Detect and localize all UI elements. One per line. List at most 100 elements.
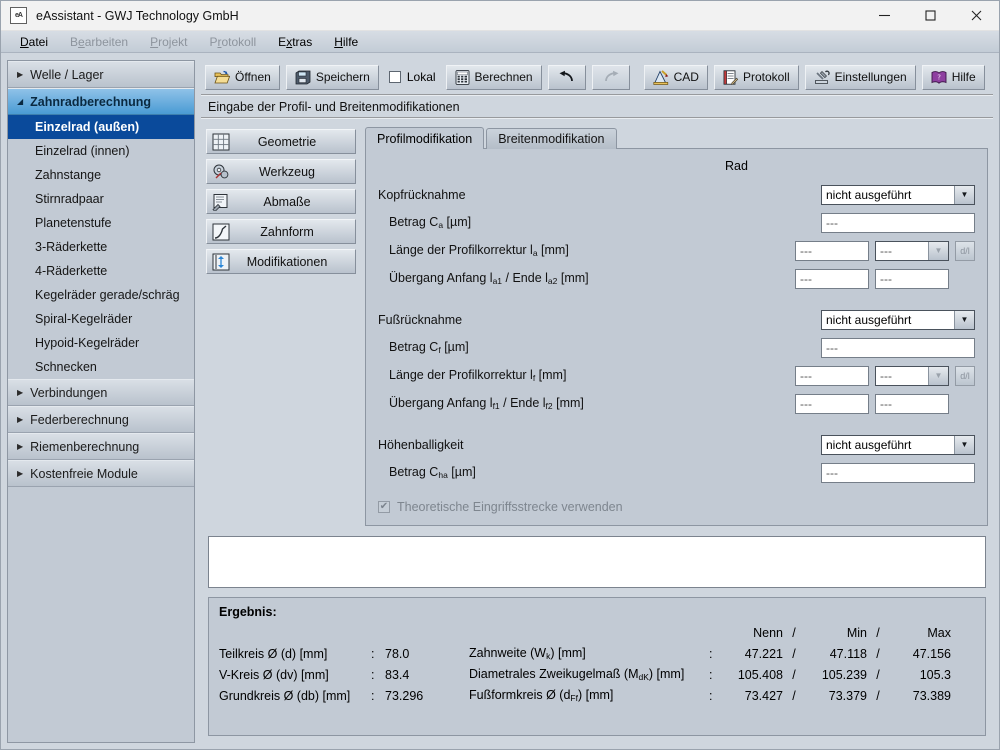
uebergang-a-start-input[interactable]: --- (795, 268, 869, 289)
nav-zahnform[interactable]: Zahnform (206, 219, 356, 244)
laenge-la-unit-select[interactable]: --- ▼ (875, 240, 949, 261)
betrag-cf-input[interactable]: --- (821, 337, 975, 358)
result-label: Fußformkreis Ø (dFf) [mm] (469, 688, 614, 703)
help-button-label: Hilfe (951, 70, 976, 84)
result-label: Zahnweite (Wk) [mm] (469, 646, 586, 661)
tooth-profile-icon (212, 223, 230, 241)
kopfruecknahme-select[interactable]: nicht ausgeführt ▼ (821, 184, 975, 205)
fussruecknahme-select[interactable]: nicht ausgeführt ▼ (821, 309, 975, 330)
menu-projekt[interactable]: Projekt (150, 34, 188, 49)
sidebar-item-planetenstufe[interactable]: Planetenstufe (8, 211, 194, 235)
local-checkbox[interactable]: Lokal (388, 70, 436, 84)
sidebar-item-kegelraeder[interactable]: Kegelräder gerade/schräg (8, 283, 194, 307)
gear-tool-icon (212, 163, 230, 181)
results-header-row: Nenn / Min / Max (469, 623, 975, 643)
calculate-button[interactable]: Berechnen (445, 64, 542, 90)
result-max: 47.156 (912, 646, 951, 661)
sidebar-item-label: Stirnradpaar (35, 192, 104, 206)
redo-button[interactable] (591, 64, 630, 90)
menu-protokoll[interactable]: Protokoll (209, 34, 257, 49)
betrag-ca-label: Betrag Ca [µm] (389, 215, 472, 230)
result-nenn: 73.427 (744, 688, 783, 703)
nav-werkzeug[interactable]: Werkzeug (206, 159, 356, 184)
row-betrag-cf: Betrag Cf [µm] --- (378, 335, 975, 360)
sidebar: ▶ Welle / Lager ◢ Zahnradberechnung Einz… (7, 60, 195, 743)
sidebar-item-hypoid-kegelraeder[interactable]: Hypoid-Kegelräder (8, 331, 194, 355)
hoehenballigkeit-value: nicht ausgeführt (826, 437, 912, 452)
sidebar-group-riemenberechnung[interactable]: ▶ Riemenberechnung (8, 433, 194, 460)
sidebar-item-zahnstange[interactable]: Zahnstange (8, 163, 194, 187)
section-subtitle: Eingabe der Profil- und Breitenmodifikat… (201, 96, 993, 119)
sidebar-group-zahnradberechnung[interactable]: ◢ Zahnradberechnung (8, 88, 194, 115)
open-button-label: Öffnen (235, 70, 271, 84)
nav-abmasse[interactable]: Abmaße (206, 189, 356, 214)
sidebar-group-label: Verbindungen (30, 385, 108, 400)
laenge-la-input[interactable]: --- (795, 240, 869, 261)
open-button[interactable]: Öffnen (205, 64, 280, 90)
laenge-lf-unit-select[interactable]: --- ▼ (875, 365, 949, 386)
sidebar-item-3-raederkette[interactable]: 3-Räderkette (8, 235, 194, 259)
chevron-right-icon: ▶ (17, 441, 24, 451)
maximize-icon[interactable] (907, 1, 953, 31)
menu-datei[interactable]: Datei (20, 34, 49, 49)
result-value: 78.0 (385, 646, 410, 661)
settings-button-label: Einstellungen (834, 70, 907, 84)
menu-bearbeiten[interactable]: Bearbeiten (70, 34, 129, 49)
nav-label: Geometrie (257, 134, 317, 149)
dl-toggle-button-a[interactable]: d/l (955, 240, 975, 261)
save-button[interactable]: Speichern (285, 64, 379, 90)
betrag-cha-input[interactable]: --- (821, 462, 975, 483)
sidebar-group-label: Kostenfreie Module (30, 466, 138, 481)
theoretische-eingriffsstrecke-checkbox[interactable]: ✔ Theoretische Eingriffsstrecke verwende… (378, 500, 975, 514)
result-label: Teilkreis Ø (d) [mm] (219, 646, 328, 661)
result-sep: / (876, 646, 880, 661)
row-laenge-profilkorrektur-f: Länge der Profilkorrektur lf [mm] --- --… (378, 363, 975, 388)
result-max: 105.3 (919, 667, 951, 682)
laenge-lf-input[interactable]: --- (795, 365, 869, 386)
uebergang-f-label: Übergang Anfang lf1 / Ende lf2 [mm] (389, 396, 584, 411)
undo-button[interactable] (547, 64, 586, 90)
result-value: 73.296 (385, 688, 424, 703)
sidebar-item-4-raederkette[interactable]: 4-Räderkette (8, 259, 194, 283)
sidebar-group-kostenfreie-module[interactable]: ▶ Kostenfreie Module (8, 460, 194, 487)
kopfruecknahme-value: nicht ausgeführt (826, 187, 912, 202)
sidebar-group-verbindungen[interactable]: ▶ Verbindungen (8, 379, 194, 406)
minimize-icon[interactable] (861, 1, 907, 31)
tab-profilmodifikation[interactable]: Profilmodifikation (365, 127, 485, 149)
cad-button[interactable]: CAD (643, 64, 708, 90)
sidebar-item-spiral-kegelraeder[interactable]: Spiral-Kegelräder (8, 307, 194, 331)
sidebar-item-einzelrad-aussen[interactable]: Einzelrad (außen) (8, 115, 194, 139)
nav-geometrie[interactable]: Geometrie (206, 129, 356, 154)
nav-label: Abmaße (263, 194, 311, 209)
tools-icon (814, 70, 830, 84)
sidebar-item-einzelrad-innen[interactable]: Einzelrad (innen) (8, 139, 194, 163)
sidebar-item-schnecken[interactable]: Schnecken (8, 355, 194, 379)
main-pane: Öffnen Speichern Lokal (201, 60, 993, 743)
protocol-button[interactable]: Protokoll (713, 64, 799, 90)
sidebar-item-stirnradpaar[interactable]: Stirnradpaar (8, 187, 194, 211)
result-row-teilkreis: Teilkreis Ø (d) [mm] : 78.0 (219, 643, 469, 664)
tab-breitenmodifikation[interactable]: Breitenmodifikation (486, 128, 617, 149)
chevron-down-icon: ▼ (928, 366, 948, 385)
sidebar-group-welle-lager[interactable]: ▶ Welle / Lager (8, 61, 194, 88)
menu-extras[interactable]: Extras (278, 34, 313, 49)
uebergang-f-start-input[interactable]: --- (795, 393, 869, 414)
dl-toggle-button-f[interactable]: d/l (955, 365, 975, 386)
uebergang-a-end-input[interactable]: --- (875, 268, 949, 289)
betrag-ca-input[interactable]: --- (821, 212, 975, 233)
sidebar-filler (8, 487, 194, 742)
sidebar-group-federberechnung[interactable]: ▶ Federberechnung (8, 406, 194, 433)
nav-modifikationen[interactable]: Modifikationen (206, 249, 356, 274)
result-sep: / (792, 646, 796, 661)
hoehenballigkeit-select[interactable]: nicht ausgeführt ▼ (821, 434, 975, 455)
help-button[interactable]: ? Hilfe (921, 64, 985, 90)
chevron-right-icon: ▶ (17, 387, 24, 397)
uebergang-f-end-input[interactable]: --- (875, 393, 949, 414)
menu-hilfe[interactable]: Hilfe (334, 34, 359, 49)
nav-label: Werkzeug (258, 164, 316, 179)
subscript: a1 (492, 276, 503, 286)
settings-button[interactable]: Einstellungen (804, 64, 916, 90)
subscript: f1 (492, 401, 500, 411)
close-icon[interactable] (953, 1, 999, 31)
